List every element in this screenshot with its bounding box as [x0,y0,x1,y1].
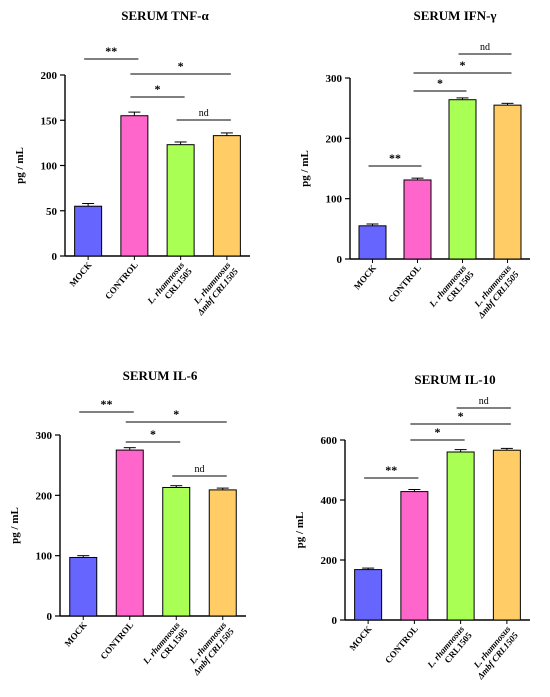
x-tick-label-line: MOCK [347,624,373,653]
x-tick-label: CONTROL [103,260,140,301]
bar [120,115,149,257]
significance-label: ** [105,44,117,58]
y-axis-label: pg / mL [14,147,26,184]
y-tick-label: 0 [47,611,53,623]
significance-label: * [150,427,156,441]
chart-title: SERUM IL-6 [123,368,198,383]
significance-label: nd [479,396,489,407]
bar [115,449,144,617]
bar [492,449,521,621]
x-tick-label: MOCK [352,263,378,292]
x-tick-label: CONTROL [98,620,135,661]
y-tick-label: 200 [321,555,338,567]
y-axis-label: pg / mL [9,507,21,544]
y-tick-label: 200 [41,70,58,82]
x-tick-label: L. rhamnosusCRL1505 [145,259,194,312]
chart-title: SERUM IL-10 [414,372,495,387]
bar [358,225,387,260]
x-tick-label: MOCK [67,260,93,289]
y-tick-label: 50 [46,206,58,218]
y-tick-label: 0 [52,251,58,263]
x-tick-label: L. rhamnosusΔmbf CRL1505 [183,619,236,677]
x-tick-label: L. rhamnosusCRL1505 [427,262,476,315]
chart-title: SERUM TNF-α [121,8,209,23]
x-tick-label: CONTROL [386,263,423,304]
x-tick-label-line: CONTROL [386,263,423,304]
x-tick-label: MOCK [347,624,373,653]
y-tick-label: 150 [41,115,58,127]
significance-label: * [437,76,443,90]
x-tick-label: MOCK [62,620,88,649]
bar [446,451,475,621]
significance-label: * [173,407,179,421]
bar [400,491,429,621]
x-tick-label-line: MOCK [352,263,378,292]
x-tick-label-line: CONTROL [103,260,140,301]
bar [493,104,522,260]
bar [403,179,432,260]
significance-label: nd [480,42,490,53]
x-tick-label: L. rhamnosusCRL1505 [425,623,474,676]
bar [162,486,191,617]
x-tick-label-line: CONTROL [383,624,420,665]
bar [69,556,98,617]
bar [448,99,477,260]
y-tick-label: 200 [326,133,343,145]
x-tick-label: L. rhamnosusΔmbf CRL1505 [468,262,521,320]
x-tick-label: L. rhamnosusCRL1505 [140,619,189,672]
significance-label: * [435,425,441,439]
x-tick-label-line: MOCK [62,620,88,649]
y-tick-label: 300 [36,430,53,442]
significance-label: nd [195,464,205,475]
x-tick-label: L. rhamnosusΔmbf CRL1505 [467,623,520,681]
y-tick-label: 100 [36,551,53,563]
y-tick-label: 100 [41,161,58,173]
x-tick-label-line: MOCK [67,260,93,289]
y-tick-label: 0 [332,615,338,627]
y-tick-label: 100 [326,194,343,206]
bar [354,569,383,621]
significance-label: * [155,82,161,96]
bar [208,489,237,617]
x-tick-label-line: CONTROL [98,620,135,661]
y-axis-label: pg / mL [299,150,311,187]
chart-panel: SERUM TNF-α pg / mL 0 50 100 150 200 MOCK CONTRO… [14,8,250,318]
bar [74,205,103,257]
bar [166,144,195,257]
significance-label: ** [389,151,401,165]
significance-label: ** [101,397,113,411]
x-tick-label: L. rhamnosusΔmbf CRL1505 [187,259,240,317]
bar [212,135,241,257]
y-tick-label: 200 [36,490,53,502]
significance-label: * [178,59,184,73]
y-axis-label: pg / mL [294,512,306,549]
y-tick-label: 400 [321,495,338,507]
significance-label: * [460,58,466,72]
y-tick-label: 600 [321,435,338,447]
y-tick-label: 0 [337,254,343,266]
significance-label: nd [199,108,209,119]
significance-label: * [458,409,464,423]
x-tick-label: CONTROL [383,624,420,665]
chart-title: SERUM IFN-γ [414,8,497,23]
y-tick-label: 300 [326,73,343,85]
significance-label: ** [385,463,397,477]
